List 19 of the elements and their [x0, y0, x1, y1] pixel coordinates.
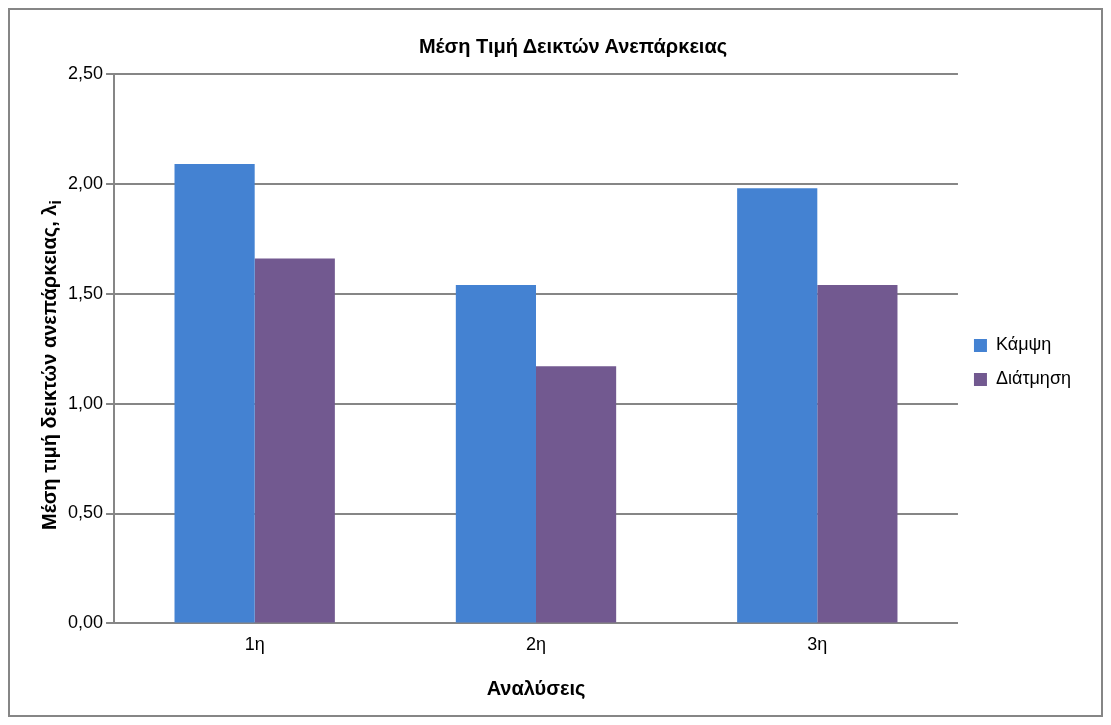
y-tick-label: 0,50	[67, 502, 104, 523]
y-tick-label: 1,00	[67, 392, 104, 413]
y-tick-label: 0,00	[67, 612, 104, 633]
x-axis-title: Αναλύσεις	[486, 676, 586, 699]
bar	[455, 284, 536, 623]
legend-label: Κάμψη	[995, 334, 1052, 355]
bar	[174, 164, 255, 623]
legend-label: Διάτμηση	[995, 368, 1072, 389]
bar	[254, 258, 335, 623]
x-tick-label: 2η	[525, 634, 547, 655]
y-tick-label: 2,00	[67, 172, 104, 193]
bar	[737, 188, 818, 623]
x-tick-label: 1η	[244, 634, 265, 655]
y-tick-label: 2,50	[67, 62, 104, 83]
bar	[536, 366, 617, 623]
bar	[817, 284, 898, 623]
x-tick-label: 3η	[807, 634, 828, 655]
chart-title: Μέση Τιμή Δεικτών Ανεπάρκειας	[418, 34, 728, 57]
y-tick-label: 1,50	[67, 282, 104, 303]
